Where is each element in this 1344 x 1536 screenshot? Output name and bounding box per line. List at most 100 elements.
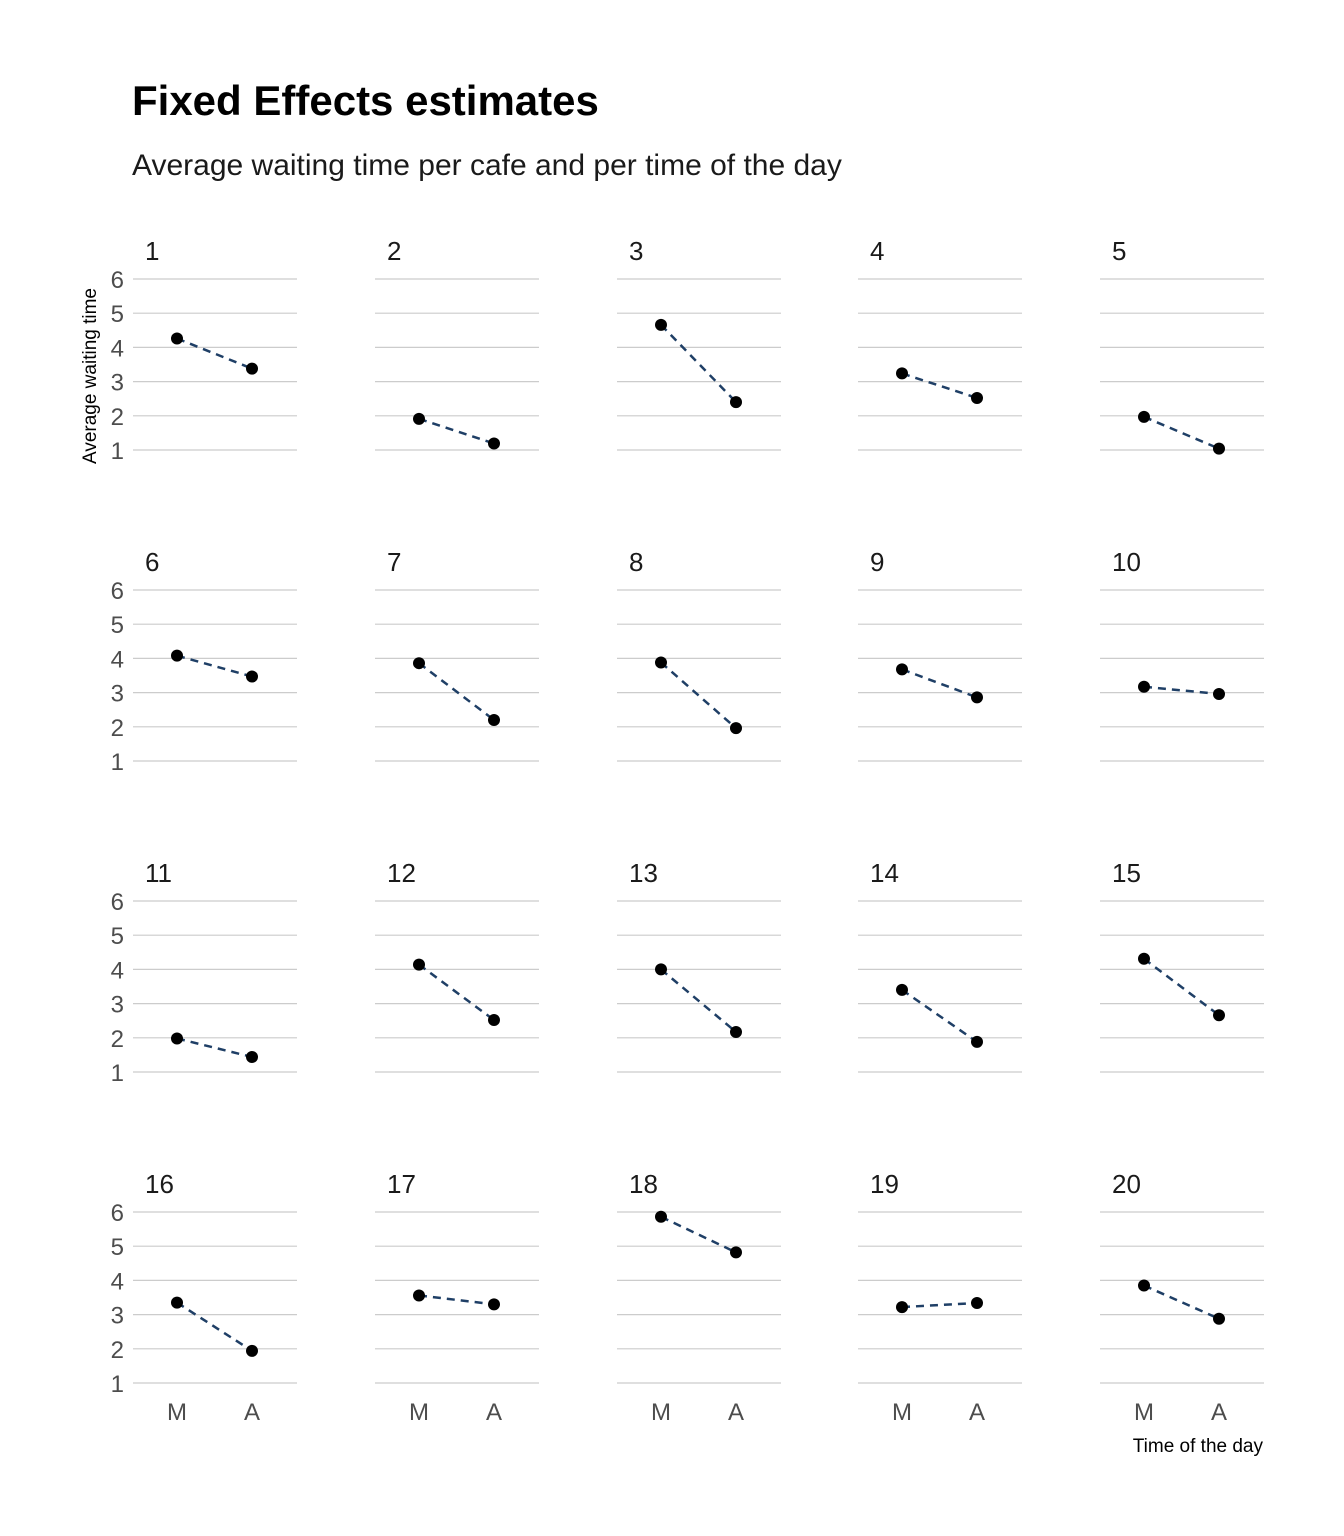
data-point-A	[1213, 1312, 1225, 1325]
panel-label: 14	[870, 858, 899, 888]
x-axis-label: Time of the day	[1133, 1436, 1264, 1457]
series-line	[1143, 1284, 1220, 1320]
data-point-A	[246, 1344, 258, 1357]
y-tick-label: 5	[111, 612, 124, 639]
facet-panel-18: 18 M A	[617, 1169, 781, 1426]
data-point-M	[171, 1296, 183, 1309]
x-tick-label: M	[651, 1399, 671, 1426]
y-tick-label: 5	[111, 923, 124, 950]
y-tick-label: 1	[111, 749, 124, 776]
facet-panel-14: 14	[858, 858, 1022, 1073]
y-tick-label: 3	[111, 681, 124, 708]
series-line	[418, 417, 495, 445]
data-point-M	[413, 657, 425, 670]
data-point-A	[246, 670, 258, 683]
series-line	[176, 1037, 253, 1059]
data-point-M	[655, 1210, 667, 1223]
y-tick-label: 3	[111, 992, 124, 1019]
series-line	[660, 661, 737, 730]
data-point-A	[971, 1035, 983, 1048]
data-point-A	[246, 1050, 258, 1063]
y-tick-label: 3	[111, 370, 124, 397]
series-line	[418, 1294, 495, 1306]
facet-panel-9: 9	[858, 547, 1022, 762]
panel-label: 19	[870, 1169, 899, 1199]
y-tick-label: 4	[111, 957, 124, 984]
data-point-A	[488, 713, 500, 726]
y-tick-label: 5	[111, 1234, 124, 1261]
x-tick-label: M	[409, 1399, 429, 1426]
x-tick-label: A	[1211, 1399, 1227, 1426]
facet-panel-6: 6 1 2 3 4 5 6	[111, 547, 297, 776]
y-tick-label: 1	[111, 438, 124, 465]
y-tick-label: 4	[111, 1268, 124, 1295]
y-tick-label: 4	[111, 646, 124, 673]
data-point-A	[971, 691, 983, 704]
series-line	[176, 337, 253, 370]
panel-label: 11	[145, 858, 172, 888]
data-point-M	[413, 958, 425, 971]
panel-label: 8	[629, 547, 643, 577]
panel-label: 13	[629, 858, 658, 888]
facet-panel-17: 17 M A	[375, 1169, 539, 1426]
y-tick-label: 6	[111, 578, 124, 605]
data-point-M	[896, 1301, 908, 1314]
data-point-A	[730, 722, 742, 735]
panel-label: 18	[629, 1169, 658, 1199]
data-point-M	[171, 1032, 183, 1045]
data-point-A	[488, 437, 500, 450]
data-point-M	[171, 649, 183, 662]
series-line	[176, 1301, 253, 1352]
panel-label: 15	[1112, 858, 1141, 888]
data-point-A	[488, 1298, 500, 1311]
panel-label: 4	[870, 236, 884, 266]
facet-panel-16: 16 1 2 3 4 5 6 M A	[111, 1169, 297, 1426]
data-point-M	[1138, 952, 1150, 965]
series-line	[418, 963, 495, 1022]
y-tick-label: 6	[111, 889, 124, 916]
series-line	[1143, 415, 1220, 450]
data-point-M	[413, 412, 425, 425]
data-point-M	[896, 367, 908, 380]
panel-label: 6	[145, 547, 159, 577]
facet-panel-5: 5	[1100, 236, 1264, 455]
facet-panel-2: 2	[375, 236, 539, 451]
facet-panel-8: 8	[617, 547, 781, 762]
panel-label: 5	[1112, 236, 1126, 266]
x-tick-label: A	[486, 1399, 502, 1426]
data-point-M	[655, 318, 667, 331]
y-tick-label: 3	[111, 1303, 124, 1330]
series-line	[901, 988, 978, 1043]
x-tick-label: A	[728, 1399, 744, 1426]
facet-panel-3: 3	[617, 236, 781, 451]
facet-panel-12: 12	[375, 858, 539, 1073]
series-line	[418, 662, 495, 721]
panel-label: 9	[870, 547, 884, 577]
y-tick-label: 1	[111, 1060, 124, 1087]
panel-label: 17	[387, 1169, 416, 1199]
panel-label: 20	[1112, 1169, 1141, 1199]
data-point-M	[655, 963, 667, 976]
x-tick-label: M	[1134, 1399, 1154, 1426]
data-point-A	[1213, 687, 1225, 700]
data-point-M	[1138, 1279, 1150, 1292]
y-tick-label: 2	[111, 1337, 124, 1364]
data-point-M	[655, 656, 667, 669]
series-line	[660, 1215, 737, 1254]
facet-panel-13: 13	[617, 858, 781, 1073]
panel-label: 3	[629, 236, 643, 266]
panel-label: 2	[387, 236, 401, 266]
data-point-A	[971, 1296, 983, 1309]
data-point-A	[246, 362, 258, 375]
y-axis-label: Average waiting time	[80, 288, 101, 464]
facet-panel-7: 7	[375, 547, 539, 762]
panel-label: 12	[387, 858, 416, 888]
y-tick-label: 2	[111, 1026, 124, 1053]
chart-subtitle: Average waiting time per cafe and per ti…	[132, 149, 842, 182]
series-line	[1143, 957, 1220, 1017]
series-line	[1143, 685, 1220, 696]
data-point-M	[171, 332, 183, 345]
series-line	[660, 968, 737, 1033]
chart-title: Fixed Effects estimates	[132, 77, 599, 124]
